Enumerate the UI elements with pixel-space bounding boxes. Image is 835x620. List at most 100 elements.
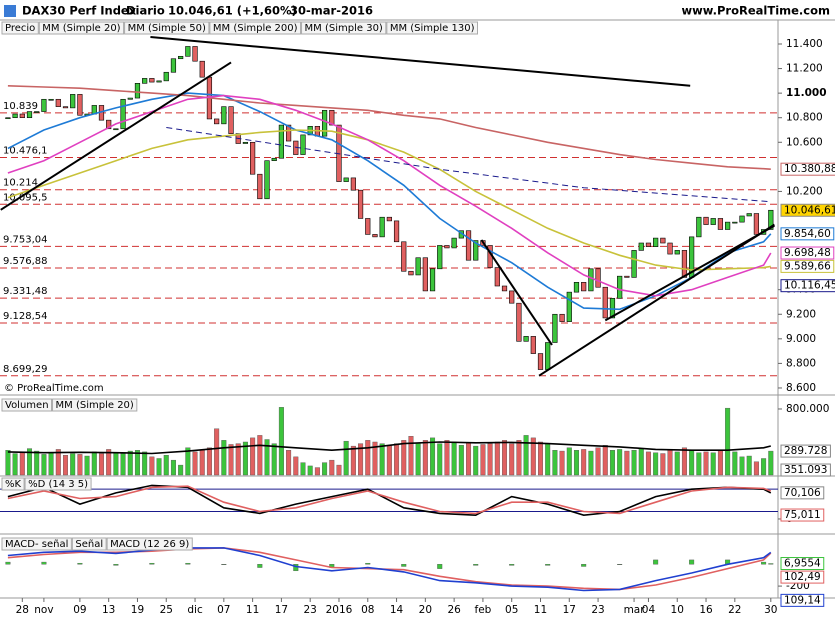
x-tick-label: 30: [764, 604, 777, 616]
candle: [257, 173, 263, 200]
legend-box: [1, 21, 39, 35]
legend-label: MM (Simple 30): [305, 23, 383, 34]
candle: [228, 106, 234, 134]
x-tick-label: 11: [534, 604, 547, 616]
candle: [552, 313, 558, 343]
candle: [530, 336, 536, 354]
bar: [336, 464, 342, 476]
candle: [645, 242, 652, 247]
bar: [523, 435, 529, 476]
bar: [365, 440, 371, 476]
x-tick-label: 07: [217, 604, 230, 616]
bar: [163, 454, 169, 476]
bar: [257, 435, 263, 476]
panel: 11.40011.20011.00010.80010.60010.2009.40…: [0, 36, 827, 394]
bar: [156, 458, 162, 476]
legend-label: MM (Simple 50): [128, 23, 206, 34]
period: Diario: [126, 4, 165, 18]
series-line: [7, 485, 772, 515]
legend-label: MM (Simple 130): [390, 23, 475, 34]
candle: [106, 119, 112, 130]
bar: [365, 562, 371, 565]
bar: [401, 440, 407, 476]
candle: [120, 98, 126, 130]
bar: [624, 450, 630, 476]
value-label-box: [780, 463, 831, 477]
candle: [545, 342, 551, 370]
value-label: 10.116,45: [780, 279, 835, 293]
value-label: 75,011: [780, 508, 825, 522]
legend-item: MM (Simple 30): [301, 21, 387, 35]
bar: [545, 443, 551, 476]
x-tick-label: nov: [34, 604, 53, 616]
x-tick-label: 09: [73, 604, 86, 616]
x-tick-label: 05: [505, 604, 518, 616]
bar: [192, 451, 198, 476]
bar: [696, 452, 702, 476]
candle: [451, 237, 457, 249]
y-tick-label: 800.000: [786, 403, 829, 415]
value-label-text: 10.116,45: [784, 280, 835, 292]
candle: [321, 110, 328, 137]
panel: 800.000: [5, 403, 829, 476]
legend-box: [24, 477, 92, 491]
bar: [379, 443, 385, 476]
bar: [739, 456, 745, 476]
candle: [401, 241, 407, 272]
bar: [70, 453, 76, 476]
trendline: [150, 36, 691, 87]
bar: [113, 564, 119, 566]
bar: [19, 451, 25, 476]
candle: [696, 216, 702, 238]
date: 30-mar-2016: [290, 4, 373, 18]
value-label-text: 109,14: [784, 594, 821, 606]
candle: [674, 250, 680, 255]
candle: [70, 94, 76, 109]
bar: [221, 440, 227, 476]
legend-box: [124, 21, 210, 35]
value-label-text: 10.380,88: [784, 163, 835, 175]
candle: [178, 55, 184, 60]
value-label-box: [780, 557, 825, 571]
trendline: [480, 239, 553, 346]
candle: [250, 141, 256, 175]
bar: [358, 443, 364, 476]
candle: [192, 46, 198, 62]
bar: [768, 563, 774, 565]
legend-item: MACD- señal: [1, 537, 72, 551]
level-label: 9.128,54: [3, 311, 48, 322]
bar: [386, 445, 392, 476]
value-label-box: [780, 444, 831, 458]
candle: [286, 124, 292, 142]
candle: [473, 240, 479, 261]
bar: [487, 443, 493, 476]
candle: [739, 215, 745, 223]
x-tick-label: 13: [102, 604, 115, 616]
level-label: 9.331,48: [3, 286, 48, 297]
candle: [408, 270, 414, 276]
bar: [552, 450, 558, 476]
legend-item: MACD (12 26 9): [106, 537, 193, 551]
bar: [430, 437, 436, 476]
bar: [77, 454, 83, 476]
candle: [149, 78, 155, 83]
bar: [257, 564, 263, 568]
value-label: 102,49: [780, 570, 825, 584]
legend-item: MM (Simple 50): [124, 21, 210, 35]
x-tick-label: 10: [671, 604, 684, 616]
bar: [689, 559, 695, 565]
bar: [559, 450, 565, 476]
bar: [5, 561, 11, 565]
legend-box: [209, 21, 302, 35]
candle: [278, 124, 285, 159]
bar: [681, 447, 687, 476]
bar: [761, 458, 767, 476]
bar: [55, 449, 61, 476]
trendline: [604, 224, 775, 322]
legend-item: %D (14 3 5): [24, 477, 92, 491]
value-label-text: 351.093: [784, 464, 827, 476]
bar: [566, 447, 572, 476]
candle: [516, 302, 522, 342]
x-tick-label: 20: [419, 604, 432, 616]
